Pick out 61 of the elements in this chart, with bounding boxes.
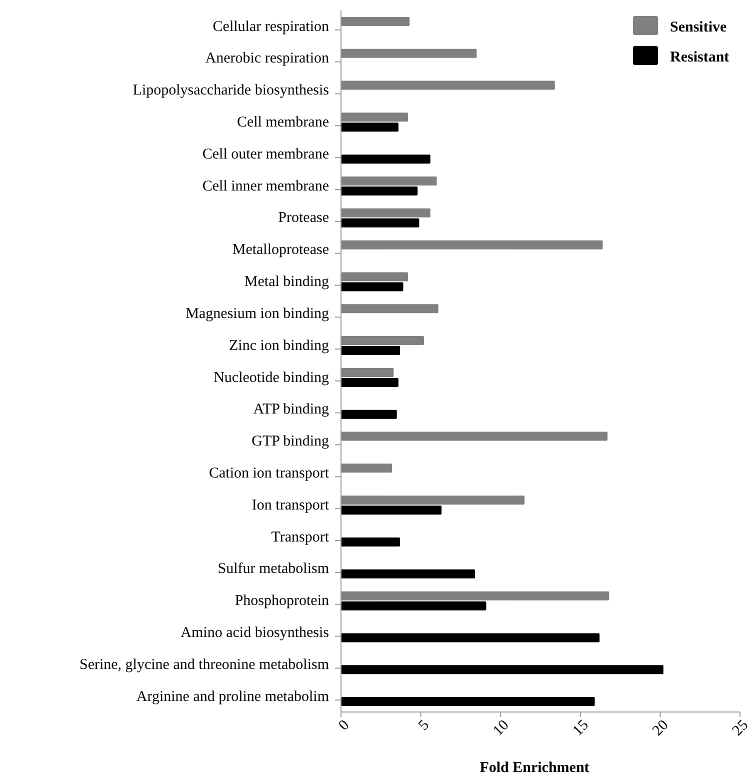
y-tick-label: Nucleotide binding [214, 370, 330, 386]
y-tick-label: Serine, glycine and threonine metabolism [79, 656, 330, 673]
bar [341, 176, 437, 186]
bar [341, 496, 525, 505]
y-tick-label: Transport [271, 529, 330, 546]
bar [341, 506, 442, 515]
y-tick-label: Cell outer membrane [202, 146, 330, 162]
bar [341, 633, 600, 642]
bar [341, 591, 610, 600]
bar [341, 80, 555, 90]
legend-label: Sensitive [670, 19, 728, 36]
y-tick-label: Zinc ion binding [229, 338, 330, 354]
bar [341, 112, 408, 122]
bar [341, 122, 398, 132]
bar [341, 464, 392, 473]
bar [341, 154, 430, 164]
bar [341, 186, 418, 196]
bar [341, 218, 420, 228]
bar [341, 48, 477, 58]
bar [341, 304, 438, 314]
x-axis-title: Fold Enrichment [480, 760, 590, 776]
y-tick-label: Cell membrane [236, 114, 330, 130]
bar [341, 432, 608, 441]
legend-label: Resistant [670, 49, 730, 66]
x-tick-label: 10 [490, 717, 512, 740]
bar [341, 378, 398, 387]
bar [341, 16, 410, 26]
y-tick-label: Lipopolysaccharide biosynthesis [132, 82, 330, 99]
y-tick-label: Protease [278, 210, 330, 226]
bar [341, 272, 408, 282]
x-tick-label: 25 [730, 717, 752, 740]
bar [341, 697, 595, 706]
y-tick-label: Cellular respiration [212, 18, 330, 35]
bar [341, 368, 394, 377]
bar [341, 538, 400, 546]
y-tick-label: Ion transport [252, 497, 330, 514]
y-tick-label: Sulfur metabolism [218, 561, 330, 578]
bar [341, 282, 404, 292]
y-tick-label: GTP binding [252, 434, 330, 450]
y-tick-label: Anerobic respiration [205, 50, 330, 67]
bar [341, 336, 424, 346]
bar [341, 665, 664, 674]
x-tick-label: 0 [336, 717, 353, 734]
y-tick-label: Metal binding [244, 274, 330, 290]
y-tick-label: Metalloprotease [232, 242, 330, 258]
bar [341, 240, 603, 250]
bar [341, 569, 476, 578]
y-tick-label: Phosphoprotein [234, 593, 330, 610]
y-tick-label: Magnesium ion binding [186, 306, 330, 322]
bar [341, 346, 400, 356]
x-tick-label: 5 [416, 717, 432, 734]
y-tick-label: Arginine and proline metabolim [136, 688, 330, 705]
y-tick-label: Amino acid biosynthesis [180, 625, 330, 642]
bar [341, 208, 430, 218]
y-tick-label: ATP binding [253, 402, 330, 418]
x-tick-label: 15 [570, 717, 592, 740]
y-tick-label: Cation ion transport [209, 465, 330, 482]
bar [341, 410, 397, 419]
y-tick-label: Cell inner membrane [202, 178, 330, 194]
x-tick-label: 20 [650, 717, 672, 740]
bar [341, 601, 486, 610]
